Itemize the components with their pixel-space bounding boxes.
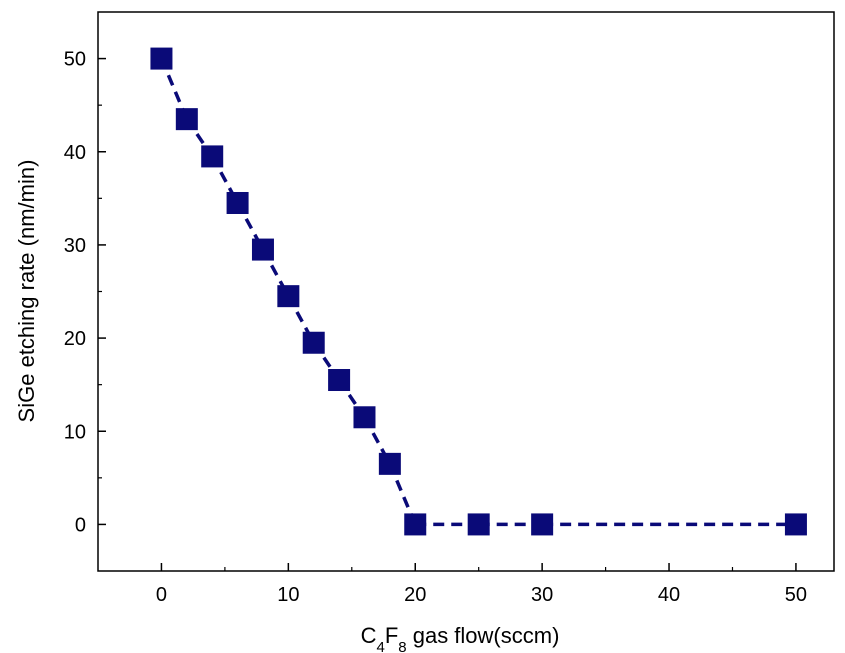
series-markers xyxy=(150,47,807,536)
data-point-marker xyxy=(175,108,198,131)
x-tick-label: 30 xyxy=(531,584,553,606)
data-point-marker xyxy=(467,513,490,536)
x-tick-label: 0 xyxy=(156,584,167,606)
data-point-marker xyxy=(277,285,300,308)
x-tick-label: 50 xyxy=(785,584,807,606)
y-tick-label: 30 xyxy=(64,235,86,257)
data-point-marker xyxy=(378,452,401,475)
data-point-marker xyxy=(531,513,554,536)
y-tick-label: 40 xyxy=(64,142,86,164)
y-tick-label: 20 xyxy=(64,328,86,350)
x-tick-label: 10 xyxy=(277,584,299,606)
y-tick-label: 10 xyxy=(64,421,86,443)
data-point-marker xyxy=(353,406,376,429)
y-tick-label: 50 xyxy=(64,49,86,71)
data-point-marker xyxy=(784,513,807,536)
x-tick-label: 40 xyxy=(658,584,680,606)
data-point-marker xyxy=(302,331,325,354)
x-axis-title: C4F8 gas flow(sccm) xyxy=(361,623,560,653)
plot-area-frame xyxy=(97,11,835,572)
y-tick-label: 0 xyxy=(75,514,86,536)
data-point-marker xyxy=(226,191,249,214)
x-axis: 0 10 20 30 40 50 xyxy=(156,563,807,606)
series-lines xyxy=(159,57,796,527)
data-point-marker xyxy=(201,145,224,168)
data-point-marker xyxy=(328,369,351,392)
data-point-marker xyxy=(404,513,427,536)
data-point-marker xyxy=(251,238,274,261)
y-axis: 0 10 20 30 40 50 xyxy=(64,49,106,536)
x-tick-label: 20 xyxy=(404,584,426,606)
y-axis-title: SiGe etching rate (nm/min) xyxy=(14,160,39,423)
data-point-marker xyxy=(150,47,173,70)
